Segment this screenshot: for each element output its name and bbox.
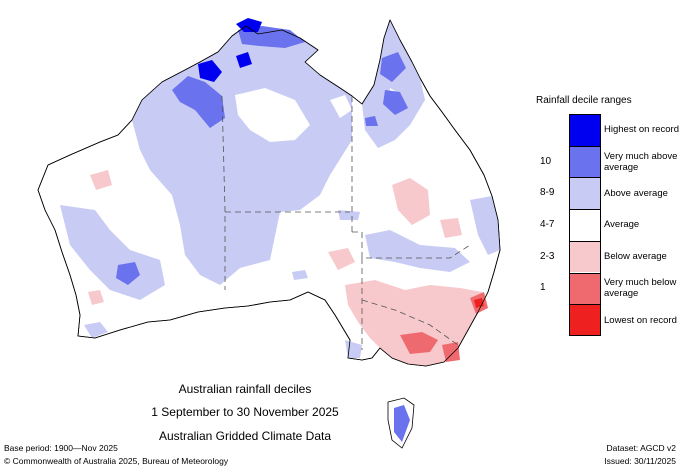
very-much-below-regions [400, 292, 488, 362]
region-cape-york-vma [380, 52, 406, 82]
issued-date: Issued: 30/11/2025 [604, 456, 676, 466]
region-cape-york-above [362, 20, 425, 148]
legend-item: 1 Very much below average [540, 272, 676, 305]
region-sa-north-below [328, 248, 355, 270]
island-qld-north-average [330, 95, 352, 118]
region-vic-vmb [400, 332, 438, 354]
legend-swatch [570, 272, 600, 305]
region-wa-north-below [90, 170, 112, 190]
region-tas-vma [394, 405, 410, 442]
legend-swatch [570, 114, 600, 146]
region-wa-interior-vma [116, 262, 140, 285]
legend-item: 8-9 Above average [540, 177, 668, 210]
region-qld-coast-vma [383, 90, 408, 115]
legend-label: Highest on record [604, 124, 679, 136]
region-qld-inland-above [365, 230, 470, 272]
region-sa-gulf-above [338, 210, 360, 220]
region-nt-coast-highest [236, 52, 252, 68]
region-wa-south-above [84, 322, 108, 338]
region-qld-inland-below [392, 178, 430, 225]
region-wa-west-above [60, 205, 165, 300]
map-period: 1 September to 30 November 2025 [151, 405, 339, 419]
region-qld-small-vma [365, 116, 378, 126]
border-wa [221, 95, 226, 290]
legend-item: 4-7 Average [540, 209, 660, 241]
legend-label: Below average [604, 251, 667, 263]
legend-swatch [570, 304, 600, 336]
legend-label: Average [604, 219, 640, 231]
island-nt-average [235, 88, 310, 142]
legend-title: Rainfall decile ranges [536, 95, 632, 106]
legend-item: Highest on record [540, 114, 679, 146]
map-source: Australian Gridded Climate Data [158, 429, 332, 443]
map-title: Australian rainfall deciles [178, 382, 312, 396]
tasmania-outline [387, 397, 415, 449]
legend-label: Above average [604, 187, 668, 199]
dataset-label: Dataset: AGCD v2 [606, 443, 676, 453]
region-kimberley-highest [198, 60, 222, 82]
mainland-coastline [37, 19, 501, 367]
region-kimberley-vma [172, 76, 225, 128]
region-sa-coast-above [292, 270, 308, 280]
border-nsw-vic [361, 299, 459, 346]
region-nsw-south-vmb [442, 342, 460, 362]
region-wa-coast-below [88, 290, 104, 305]
state-borders [221, 95, 471, 350]
base-period: Base period: 1900—Nov 2025 [4, 443, 118, 453]
legend-swatch [570, 177, 600, 210]
legend-item: Lowest on record [540, 304, 677, 336]
legend-label: Lowest on record [604, 314, 677, 326]
region-nsw-coast-above [470, 196, 500, 255]
copyright: © Commonwealth of Australia 2025, Bureau… [4, 456, 229, 466]
legend-swatch [570, 240, 600, 273]
region-qld-central-below [440, 218, 462, 238]
legend-swatch [570, 145, 600, 178]
legend-label: Very much below average [604, 277, 677, 300]
legend-item: 10 Very much above average [540, 145, 677, 178]
legend-label: Very much above average [604, 150, 678, 173]
legend-swatch [570, 209, 600, 241]
legend-item: 2-3 Below average [540, 240, 667, 273]
